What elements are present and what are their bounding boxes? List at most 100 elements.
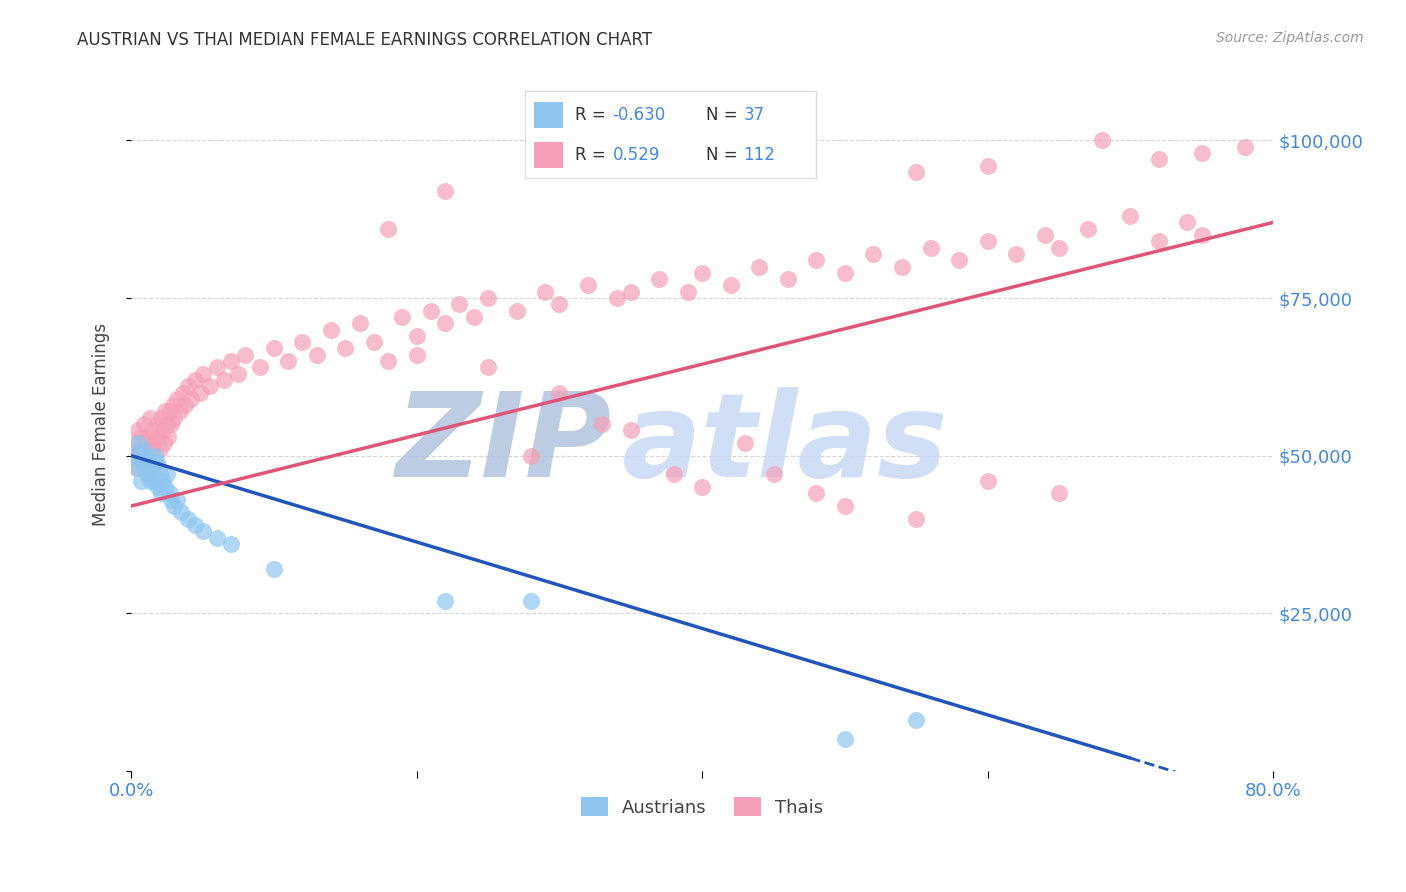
Point [145, 455, 167, 469]
Point [132, 417, 155, 431]
Point [138, 410, 160, 425]
Point [477, 360, 499, 375]
Point [122, 449, 145, 463]
Point [1091, 133, 1114, 147]
Point [690, 480, 713, 494]
Point [605, 291, 627, 305]
Point [1077, 221, 1099, 235]
Point [153, 436, 176, 450]
Point [135, 449, 157, 463]
Point [157, 430, 180, 444]
Point [184, 373, 207, 387]
Point [676, 285, 699, 299]
Point [591, 417, 613, 431]
Point [449, 297, 471, 311]
Point [156, 467, 179, 482]
Point [534, 285, 557, 299]
Point [1191, 146, 1213, 161]
Point [125, 461, 148, 475]
Point [377, 221, 399, 235]
Point [128, 442, 150, 457]
Point [576, 278, 599, 293]
Point [166, 392, 188, 406]
Point [891, 260, 914, 274]
Point [172, 385, 194, 400]
Point [141, 461, 163, 475]
Text: ZIP: ZIP [395, 387, 610, 502]
Point [834, 266, 856, 280]
Point [690, 266, 713, 280]
Point [520, 449, 543, 463]
Point [152, 423, 174, 437]
Point [180, 392, 202, 406]
Point [305, 348, 328, 362]
Point [150, 410, 173, 425]
Point [149, 442, 172, 457]
Point [662, 467, 685, 482]
Point [391, 310, 413, 324]
Point [734, 436, 756, 450]
Point [1177, 215, 1199, 229]
Point [143, 474, 166, 488]
Point [145, 449, 167, 463]
Point [155, 404, 177, 418]
Point [160, 492, 183, 507]
Point [648, 272, 671, 286]
Point [162, 398, 184, 412]
Point [198, 379, 221, 393]
Point [159, 404, 181, 418]
Point [948, 253, 970, 268]
Point [143, 436, 166, 450]
Point [277, 354, 299, 368]
Point [1005, 247, 1028, 261]
Point [319, 322, 342, 336]
Point [127, 423, 149, 437]
Point [163, 410, 186, 425]
Point [177, 511, 200, 525]
Point [976, 235, 998, 249]
Point [762, 467, 785, 482]
Point [141, 442, 163, 457]
Point [834, 732, 856, 747]
Point [188, 385, 211, 400]
Point [263, 342, 285, 356]
Point [1233, 140, 1256, 154]
Point [620, 423, 643, 437]
Point [128, 455, 150, 469]
Point [1147, 153, 1170, 167]
Point [142, 423, 165, 437]
Point [212, 373, 235, 387]
Point [263, 562, 285, 576]
Point [235, 348, 257, 362]
Point [129, 474, 152, 488]
Text: atlas: atlas [623, 387, 949, 502]
Point [363, 335, 385, 350]
Point [434, 184, 457, 198]
Point [160, 417, 183, 431]
Point [748, 260, 770, 274]
Point [249, 360, 271, 375]
Point [148, 430, 170, 444]
Point [134, 436, 156, 450]
Point [806, 253, 828, 268]
Point [1047, 486, 1070, 500]
Point [720, 278, 742, 293]
Point [405, 328, 427, 343]
Point [205, 531, 228, 545]
Point [219, 537, 242, 551]
Point [434, 593, 457, 607]
Point [191, 367, 214, 381]
Point [131, 455, 153, 469]
Point [291, 335, 314, 350]
Point [1119, 209, 1142, 223]
Point [434, 316, 457, 330]
Point [905, 713, 928, 727]
Point [131, 442, 153, 457]
Point [405, 348, 427, 362]
Point [129, 430, 152, 444]
Point [806, 486, 828, 500]
Point [976, 159, 998, 173]
Point [127, 436, 149, 450]
Point [169, 404, 191, 418]
Point [177, 379, 200, 393]
